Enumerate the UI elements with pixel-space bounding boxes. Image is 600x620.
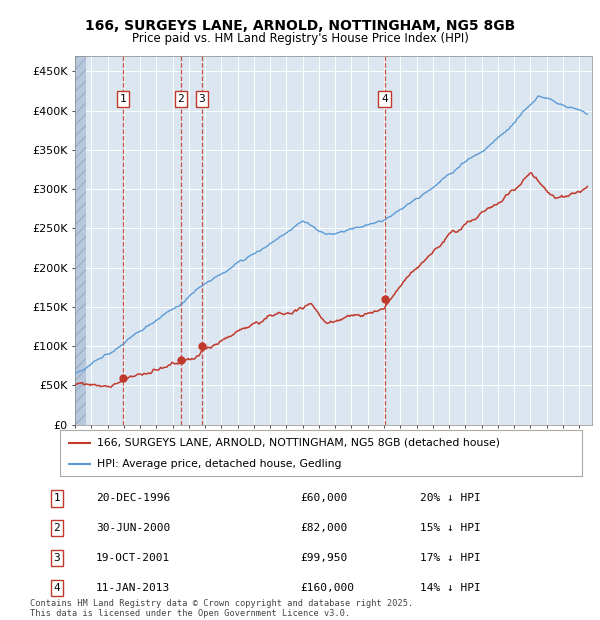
Text: Price paid vs. HM Land Registry's House Price Index (HPI): Price paid vs. HM Land Registry's House … (131, 32, 469, 45)
Text: 17% ↓ HPI: 17% ↓ HPI (420, 553, 481, 563)
Text: 2: 2 (53, 523, 61, 533)
Text: 3: 3 (53, 553, 61, 563)
Text: £82,000: £82,000 (300, 523, 347, 533)
Text: £60,000: £60,000 (300, 494, 347, 503)
Text: 1: 1 (53, 494, 61, 503)
Text: HPI: Average price, detached house, Gedling: HPI: Average price, detached house, Gedl… (97, 459, 341, 469)
Bar (75, 56, 86, 425)
Text: 2: 2 (178, 94, 184, 104)
Text: 11-JAN-2013: 11-JAN-2013 (96, 583, 170, 593)
Text: 19-OCT-2001: 19-OCT-2001 (96, 553, 170, 563)
Text: 4: 4 (53, 583, 61, 593)
Text: 4: 4 (381, 94, 388, 104)
Text: £99,950: £99,950 (300, 553, 347, 563)
Text: 15% ↓ HPI: 15% ↓ HPI (420, 523, 481, 533)
Text: 166, SURGEYS LANE, ARNOLD, NOTTINGHAM, NG5 8GB (detached house): 166, SURGEYS LANE, ARNOLD, NOTTINGHAM, N… (97, 438, 500, 448)
Text: 1: 1 (120, 94, 127, 104)
Text: 3: 3 (199, 94, 205, 104)
Text: 20% ↓ HPI: 20% ↓ HPI (420, 494, 481, 503)
Text: 166, SURGEYS LANE, ARNOLD, NOTTINGHAM, NG5 8GB: 166, SURGEYS LANE, ARNOLD, NOTTINGHAM, N… (85, 19, 515, 33)
Text: 20-DEC-1996: 20-DEC-1996 (96, 494, 170, 503)
Text: 30-JUN-2000: 30-JUN-2000 (96, 523, 170, 533)
Text: 14% ↓ HPI: 14% ↓ HPI (420, 583, 481, 593)
Text: £160,000: £160,000 (300, 583, 354, 593)
Text: Contains HM Land Registry data © Crown copyright and database right 2025.
This d: Contains HM Land Registry data © Crown c… (30, 599, 413, 618)
